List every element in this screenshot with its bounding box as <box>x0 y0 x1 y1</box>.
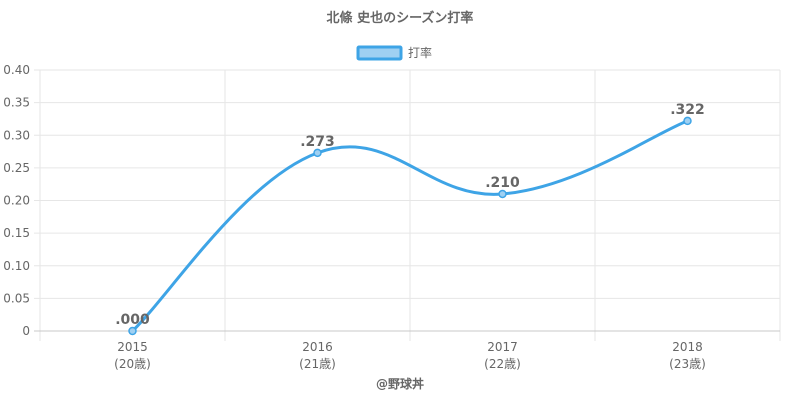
chart-title: 北條 史也のシーズン打率 <box>327 10 474 26</box>
x-tick-sublabel: (23歳) <box>669 357 706 371</box>
x-tick-label: 2015 <box>117 340 148 354</box>
x-tick-label: 2018 <box>672 340 703 354</box>
data-point <box>128 326 137 336</box>
x-axis: 2015 (20歳) 2016 (21歳) 2017 (22歳) 2018 (23歳) <box>114 340 706 371</box>
y-tick-label: 0.30 <box>3 128 30 142</box>
y-tick-label: 0.15 <box>3 226 30 240</box>
legend-swatch <box>356 45 403 61</box>
y-tick-label: 0 <box>22 324 30 338</box>
y-tick-label: 0.10 <box>3 259 30 273</box>
y-tick-label: 0.35 <box>3 96 30 110</box>
legend[interactable]: 打率 <box>356 45 432 61</box>
data-labels: .000 .273 .210 .322 <box>115 102 705 328</box>
legend-label: 打率 <box>408 45 432 60</box>
y-tick-label: 0.25 <box>3 161 30 175</box>
x-tick-label: 2016 <box>302 340 333 354</box>
series-line <box>131 119 689 333</box>
data-label: .273 <box>300 134 335 150</box>
y-axis: 0 0.05 0.10 0.15 0.20 0.25 0.30 0.35 0.40 <box>3 63 30 338</box>
data-point <box>313 148 322 158</box>
data-point <box>498 189 507 199</box>
data-label: .000 <box>115 312 150 328</box>
x-tick-sublabel: (20歳) <box>114 357 151 371</box>
x-tick-sublabel: (21歳) <box>299 357 336 371</box>
data-label: .210 <box>485 175 520 191</box>
series-line-group <box>131 119 689 333</box>
data-label: .322 <box>670 102 705 118</box>
x-tick-sublabel: (22歳) <box>484 357 521 371</box>
chart-footer: @野球丼 <box>376 376 424 391</box>
horizontal-gridlines <box>34 69 780 332</box>
data-point <box>683 116 692 126</box>
x-tick-label: 2017 <box>487 340 518 354</box>
data-points <box>128 116 692 336</box>
vertical-gridlines <box>39 70 781 341</box>
y-tick-label: 0.40 <box>3 63 30 77</box>
y-tick-label: 0.20 <box>3 194 30 208</box>
y-tick-label: 0.05 <box>3 291 30 305</box>
